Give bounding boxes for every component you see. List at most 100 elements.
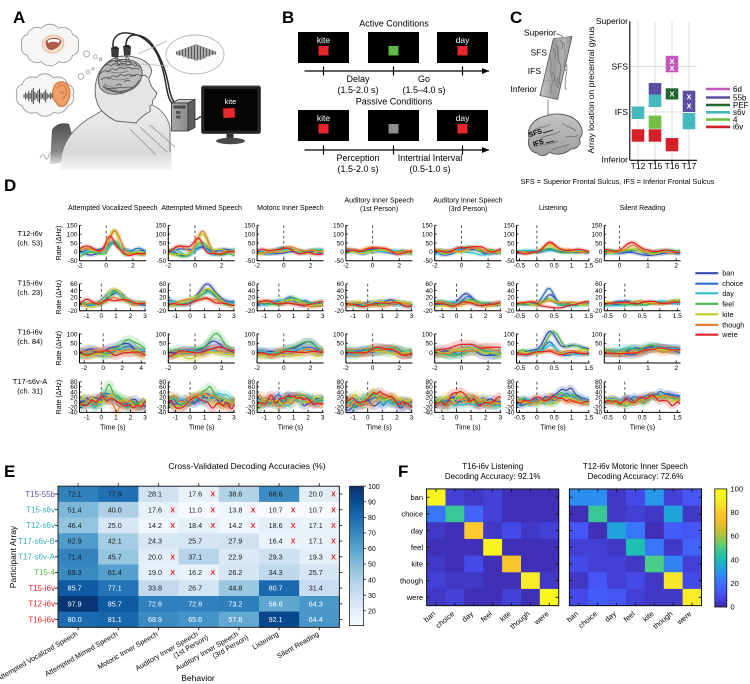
svg-text:150: 150 — [333, 223, 344, 230]
svg-text:60: 60 — [731, 532, 739, 541]
svg-text:0: 0 — [163, 301, 167, 308]
svg-text:60: 60 — [425, 281, 433, 288]
svg-text:0.5: 0.5 — [638, 313, 647, 320]
svg-text:1: 1 — [292, 313, 296, 320]
svg-text:69.3: 69.3 — [68, 568, 82, 577]
svg-text:44.8: 44.8 — [228, 584, 242, 593]
svg-text:60: 60 — [70, 384, 78, 391]
svg-text:X: X — [331, 521, 336, 530]
svg-text:2: 2 — [309, 365, 313, 372]
svg-text:choice: choice — [401, 510, 423, 519]
svg-text:X: X — [251, 505, 256, 514]
svg-text:X: X — [210, 505, 215, 514]
svg-text:-40: -40 — [505, 410, 515, 417]
svg-text:-1: -1 — [350, 414, 356, 421]
svg-text:kite: kite — [722, 310, 733, 319]
svg-text:2: 2 — [120, 365, 124, 372]
svg-text:kite: kite — [317, 113, 331, 123]
svg-text:(1.5-2.0 s): (1.5-2.0 s) — [337, 164, 378, 174]
svg-text:3: 3 — [321, 414, 325, 421]
svg-text:-20: -20 — [157, 308, 167, 315]
svg-text:50: 50 — [368, 562, 376, 569]
svg-text:0: 0 — [99, 313, 103, 320]
svg-text:18.4: 18.4 — [188, 521, 202, 530]
svg-text:2: 2 — [484, 313, 488, 320]
svg-text:50: 50 — [337, 240, 345, 247]
svg-text:65.6: 65.6 — [188, 615, 202, 624]
svg-text:72.6: 72.6 — [148, 599, 162, 608]
svg-text:-2: -2 — [343, 365, 349, 372]
svg-text:40: 40 — [595, 389, 603, 396]
svg-text:0: 0 — [599, 301, 603, 308]
svg-text:Behavior: Behavior — [181, 673, 215, 683]
svg-text:20.0: 20.0 — [148, 552, 162, 561]
svg-text:2: 2 — [220, 263, 224, 270]
svg-text:20: 20 — [731, 579, 739, 588]
svg-text:X: X — [331, 537, 336, 546]
svg-text:-20: -20 — [334, 405, 344, 412]
svg-text:D: D — [4, 176, 16, 195]
svg-text:20: 20 — [507, 295, 515, 302]
svg-text:though: though — [722, 320, 744, 329]
svg-text:60: 60 — [595, 281, 603, 288]
svg-text:0: 0 — [599, 249, 603, 256]
svg-text:kite: kite — [411, 560, 423, 569]
svg-text:-20: -20 — [246, 405, 256, 412]
svg-text:(3rd Person): (3rd Person) — [448, 206, 487, 213]
svg-text:0: 0 — [599, 350, 603, 357]
svg-text:60: 60 — [368, 546, 376, 553]
svg-text:28.1: 28.1 — [148, 490, 162, 499]
svg-text:PEF: PEF — [733, 101, 749, 110]
svg-text:-50: -50 — [505, 258, 515, 265]
svg-text:100: 100 — [422, 231, 433, 238]
svg-text:0: 0 — [74, 249, 78, 256]
svg-text:-0.5: -0.5 — [602, 414, 614, 421]
svg-text:T16-i6v: T16-i6v — [28, 615, 55, 624]
svg-text:Decoding Accuracy: 92.1%: Decoding Accuracy: 92.1% — [445, 472, 541, 481]
svg-text:E: E — [4, 462, 15, 481]
svg-text:day: day — [456, 35, 470, 45]
svg-text:X: X — [331, 490, 336, 499]
svg-text:0: 0 — [511, 400, 515, 407]
svg-text:100: 100 — [504, 331, 515, 338]
svg-text:150: 150 — [591, 223, 602, 230]
svg-text:100: 100 — [67, 231, 78, 238]
svg-text:0: 0 — [277, 414, 281, 421]
svg-text:-1: -1 — [261, 414, 267, 421]
svg-text:0: 0 — [74, 350, 78, 357]
svg-text:-0.5: -0.5 — [514, 313, 526, 320]
svg-text:1: 1 — [114, 313, 118, 320]
svg-text:0: 0 — [371, 263, 375, 270]
svg-text:90: 90 — [368, 499, 376, 506]
svg-text:0: 0 — [277, 313, 281, 320]
svg-text:46.4: 46.4 — [68, 521, 82, 530]
svg-text:1.5: 1.5 — [673, 313, 682, 320]
svg-text:Auditory Inner Speech: Auditory Inner Speech — [344, 198, 413, 205]
svg-text:13.8: 13.8 — [228, 505, 242, 514]
svg-text:2: 2 — [486, 263, 490, 270]
svg-text:20: 20 — [337, 394, 345, 401]
svg-text:Cross-Validated Decoding Accur: Cross-Validated Decoding Accuracies (%) — [168, 461, 325, 471]
svg-text:80: 80 — [507, 379, 515, 386]
svg-text:4: 4 — [733, 115, 738, 124]
svg-text:1.5: 1.5 — [673, 414, 682, 421]
svg-text:40: 40 — [368, 577, 376, 584]
svg-text:2: 2 — [486, 365, 490, 372]
svg-text:3: 3 — [498, 313, 502, 320]
svg-text:40: 40 — [248, 389, 256, 396]
svg-text:0: 0 — [429, 350, 433, 357]
svg-text:50: 50 — [507, 341, 515, 348]
svg-text:T15-4: T15-4 — [34, 568, 55, 577]
svg-text:3: 3 — [410, 414, 414, 421]
svg-text:16.2: 16.2 — [188, 568, 202, 577]
svg-text:0: 0 — [340, 249, 344, 256]
svg-text:T12: T12 — [631, 161, 646, 171]
svg-text:-0.5: -0.5 — [514, 365, 526, 372]
svg-text:0: 0 — [731, 603, 735, 612]
svg-text:50: 50 — [337, 341, 345, 348]
svg-text:-40: -40 — [334, 410, 344, 417]
svg-text:3: 3 — [143, 414, 147, 421]
svg-text:-1: -1 — [350, 313, 356, 320]
svg-text:T16-i6v Listening: T16-i6v Listening — [462, 462, 523, 471]
svg-text:-20: -20 — [505, 308, 515, 315]
